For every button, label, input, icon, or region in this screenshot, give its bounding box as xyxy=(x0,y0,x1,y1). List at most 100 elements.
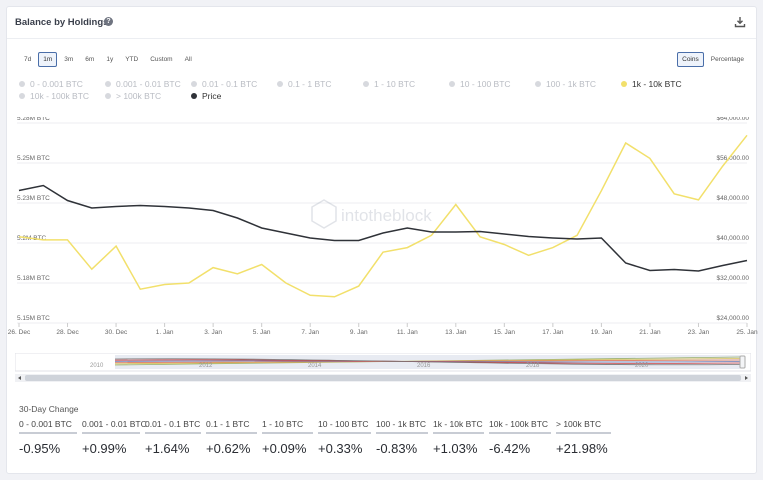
x-tick-label: 9. Jan xyxy=(350,329,368,336)
change-value: +21.98% xyxy=(556,441,608,456)
legend-label: 0.1 - 1 BTC xyxy=(288,79,332,89)
legend-label: 10k - 100k BTC xyxy=(30,91,90,101)
legend-item[interactable]: 0 - 0.001 BTC xyxy=(19,79,105,89)
range-button-all[interactable]: All xyxy=(179,52,197,67)
change-item: 0.01 - 0.1 BTC +1.64% xyxy=(145,419,201,456)
x-tick-label: 13. Jan xyxy=(445,329,467,336)
range-button-1m[interactable]: 1m xyxy=(38,52,58,67)
navigator-year-label: 2010 xyxy=(90,363,104,369)
navigator-handle[interactable] xyxy=(739,355,746,369)
y-right-tick-label: $56,000.00 xyxy=(716,155,749,162)
unit-button-coins[interactable]: Coins xyxy=(677,52,704,67)
x-tick-label: 21. Jan xyxy=(639,329,661,336)
legend-dot-icon xyxy=(363,81,369,87)
navigator-year-label: 2014 xyxy=(308,363,322,369)
navigator-year-label: 2018 xyxy=(526,363,540,369)
change-item: 100 - 1k BTC -0.83% xyxy=(376,419,428,456)
download-icon[interactable] xyxy=(734,16,746,28)
legend-label: Price xyxy=(202,91,222,101)
range-button-7d[interactable]: 7d xyxy=(19,52,37,67)
series-line-holdings[interactable] xyxy=(18,134,748,298)
legend-dot-icon xyxy=(277,81,283,87)
legend-dot-icon xyxy=(19,81,25,87)
legend-item[interactable]: 0.001 - 0.01 BTC xyxy=(105,79,191,89)
y-right-tick-label: $64,000.00 xyxy=(716,117,749,122)
legend-label: 0 - 0.001 BTC xyxy=(30,79,83,89)
legend-row: 0 - 0.001 BTC 0.001 - 0.01 BTC 0.01 - 0.1 … xyxy=(19,78,719,90)
x-tick-label: 19. Jan xyxy=(591,329,613,336)
y-left-tick-label: 5.15M BTC xyxy=(17,315,50,322)
change-label: 0.01 - 0.1 BTC xyxy=(145,419,201,434)
x-tick-label: 3. Jan xyxy=(204,329,222,336)
legend-dot-icon xyxy=(191,93,197,99)
legend-label: > 100k BTC xyxy=(116,91,162,101)
legend-item[interactable]: 0.01 - 0.1 BTC xyxy=(191,79,277,89)
change-item: 0.001 - 0.01 BTC +0.99% xyxy=(82,419,147,456)
watermark-logo-icon xyxy=(311,199,337,229)
unit-button-percentage[interactable]: Percentage xyxy=(705,52,749,67)
change-item: 0.1 - 1 BTC +0.62% xyxy=(206,419,257,456)
legend-item[interactable]: 100 - 1k BTC xyxy=(535,79,621,89)
navigator-series-line xyxy=(114,358,741,366)
change-value: -0.83% xyxy=(376,441,418,456)
x-tick-label: 25. Jan xyxy=(736,329,758,336)
change-label: 0 - 0.001 BTC xyxy=(19,419,77,434)
legend-dot-icon xyxy=(449,81,455,87)
time-navigator[interactable]: 2010 2012 2014 2016 2018 2020 xyxy=(15,353,751,383)
range-button-ytd[interactable]: YTD xyxy=(120,52,144,67)
change-label: 0.1 - 1 BTC xyxy=(206,419,257,434)
legend-item[interactable]: > 100k BTC xyxy=(105,91,191,101)
y-left-tick-label: 5.18M BTC xyxy=(17,275,50,282)
legend-dot-icon xyxy=(105,81,111,87)
legend-row: 10k - 100k BTC > 100k BTC Price xyxy=(19,90,719,102)
balance-by-holdings-card: Balance by Holdings ? 7d 1m 3m 6m 1y YTD Custo… xyxy=(6,6,758,474)
legend-item[interactable]: 10 - 100 BTC xyxy=(449,79,535,89)
change-item: 0 - 0.001 BTC -0.95% xyxy=(19,419,77,456)
change-value: +1.64% xyxy=(145,441,190,456)
range-button-custom[interactable]: Custom xyxy=(145,52,178,67)
x-tick-label: 17. Jan xyxy=(542,329,564,336)
navigator-year-label: 2016 xyxy=(417,363,431,369)
change-value: +0.62% xyxy=(206,441,251,456)
legend-item[interactable]: 0.1 - 1 BTC xyxy=(277,79,363,89)
navigator-year-label: 2012 xyxy=(199,363,213,369)
x-tick-label: 15. Jan xyxy=(494,329,516,336)
changes-row: 0 - 0.001 BTC -0.95% 0.001 - 0.01 BTC +0.99… xyxy=(19,419,616,456)
y-right-tick-label: $40,000.00 xyxy=(716,235,749,242)
legend-dot-icon xyxy=(535,81,541,87)
change-label: > 100k BTC xyxy=(556,419,611,434)
x-tick-label: 5. Jan xyxy=(253,329,271,336)
legend-item[interactable]: 1k - 10k BTC xyxy=(621,79,711,89)
legend-item[interactable]: 1 - 10 BTC xyxy=(363,79,449,89)
change-item: > 100k BTC +21.98% xyxy=(556,419,611,456)
change-value: +0.33% xyxy=(318,441,363,456)
legend-label: 0.001 - 0.01 BTC xyxy=(116,79,181,89)
legend-item[interactable]: Price xyxy=(191,91,277,101)
legend-dot-icon xyxy=(19,93,25,99)
change-value: +1.03% xyxy=(433,441,478,456)
y-left-tick-label: 5.28M BTC xyxy=(17,117,50,122)
legend-label: 10 - 100 BTC xyxy=(460,79,511,89)
x-tick-label: 11. Jan xyxy=(397,329,418,336)
help-icon[interactable]: ? xyxy=(104,17,113,26)
range-button-3m[interactable]: 3m xyxy=(59,52,79,67)
range-button-group: 7d 1m 3m 6m 1y YTD Custom All xyxy=(19,52,197,67)
series-line-price[interactable] xyxy=(18,184,748,272)
watermark: intotheblock xyxy=(311,199,432,229)
change-item: 1k - 10k BTC +1.03% xyxy=(433,419,484,456)
changes-title: 30-Day Change xyxy=(19,404,79,414)
legend-dot-icon xyxy=(191,81,197,87)
range-button-6m[interactable]: 6m xyxy=(80,52,100,67)
range-button-1y[interactable]: 1y xyxy=(101,52,119,67)
legend-item[interactable]: 10k - 100k BTC xyxy=(19,91,105,101)
scrollbar-thumb[interactable] xyxy=(25,375,741,381)
y-left-tick-label: 5.25M BTC xyxy=(17,155,50,162)
change-label: 10k - 100k BTC xyxy=(489,419,551,434)
scroll-right-icon[interactable] xyxy=(745,376,748,380)
y-left-tick-label: 5.23M BTC xyxy=(17,195,50,202)
y-right-tick-label: $48,000.00 xyxy=(716,195,749,202)
x-tick-label: 30. Dec xyxy=(105,329,128,336)
change-value: +0.09% xyxy=(262,441,307,456)
scroll-left-icon[interactable] xyxy=(18,376,21,380)
